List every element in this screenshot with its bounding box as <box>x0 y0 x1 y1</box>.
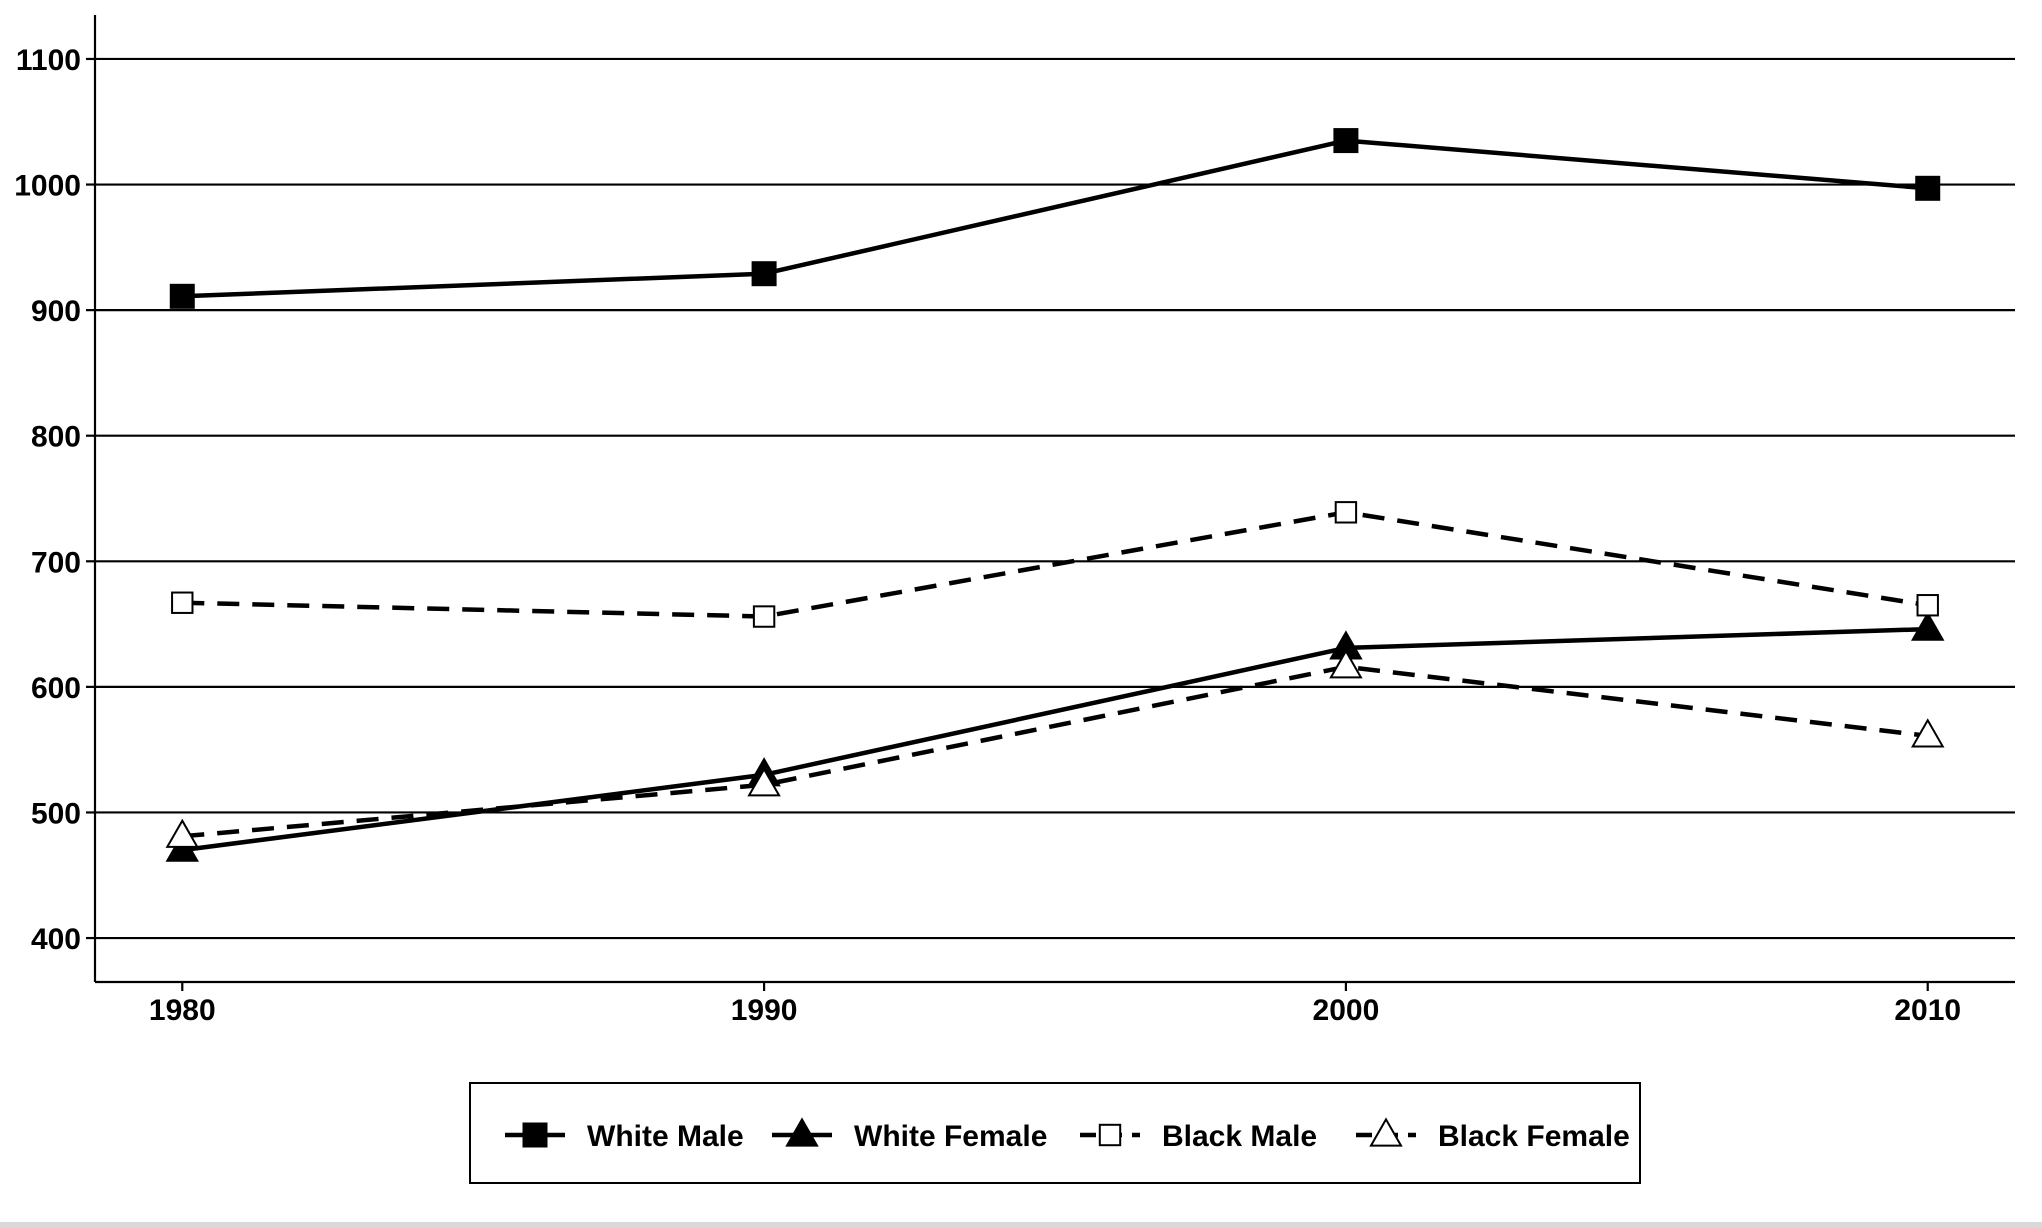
data-point <box>752 605 776 628</box>
data-point <box>1916 594 1939 617</box>
x-tick-label: 1980 <box>149 994 216 1027</box>
data-point <box>1334 501 1358 524</box>
data-point <box>171 591 194 614</box>
legend-label: Black Male <box>1162 1120 1317 1153</box>
legend-marker <box>522 1122 548 1148</box>
axes: 400 500 600 700 800 900 1000 1100 1980 1990 2000 20… <box>14 15 2015 1027</box>
data-point <box>1915 175 1941 201</box>
legend-marker <box>1098 1123 1122 1147</box>
data-point <box>1911 611 1945 641</box>
x-tick-label: 1990 <box>731 994 798 1027</box>
series-line <box>182 510 1929 619</box>
legend-entry: White Female <box>772 1117 1047 1153</box>
y-tick-label: 600 <box>31 672 81 705</box>
series-white-female <box>165 611 1945 862</box>
legend-marker <box>785 1117 819 1147</box>
x-tick-label: 2000 <box>1313 994 1380 1027</box>
y-tick-label: 500 <box>31 797 81 830</box>
legend-marker <box>1369 1117 1403 1147</box>
y-tick-label: 1000 <box>14 170 81 203</box>
series-white-male <box>169 128 1941 309</box>
legend-label: Black Female <box>1438 1120 1630 1153</box>
series-line <box>182 664 1928 839</box>
series-line <box>182 138 1928 299</box>
data-point <box>165 818 199 848</box>
data-point <box>169 283 195 309</box>
legend-entry: Black Female <box>1356 1117 1630 1153</box>
window-bottom-bar <box>0 1222 2042 1228</box>
y-tick-label: 1100 <box>16 44 81 77</box>
legend-entry: Black Male <box>1080 1120 1317 1153</box>
x-tick-label: 2010 <box>1894 994 1961 1027</box>
data-point <box>1911 718 1945 748</box>
gridlines <box>95 57 2015 940</box>
series-black-female <box>165 649 1945 848</box>
data-point <box>747 767 781 797</box>
y-tick-label: 400 <box>31 923 81 956</box>
y-tick-label: 700 <box>31 546 81 579</box>
series-line <box>182 626 1928 853</box>
series <box>165 128 1945 862</box>
legend-entry: White Male <box>505 1120 744 1153</box>
legend: White Male White Female Black Male Black Fe… <box>469 1082 1641 1184</box>
legend-label: White Male <box>587 1120 744 1153</box>
legend-label: White Female <box>854 1120 1047 1153</box>
data-point <box>1329 649 1363 679</box>
y-tick-label: 900 <box>31 295 81 328</box>
legend-box <box>469 1082 1641 1184</box>
data-point <box>751 261 777 287</box>
series-black-male <box>171 501 1939 628</box>
data-point <box>1333 128 1359 154</box>
y-tick-label: 800 <box>31 421 81 454</box>
